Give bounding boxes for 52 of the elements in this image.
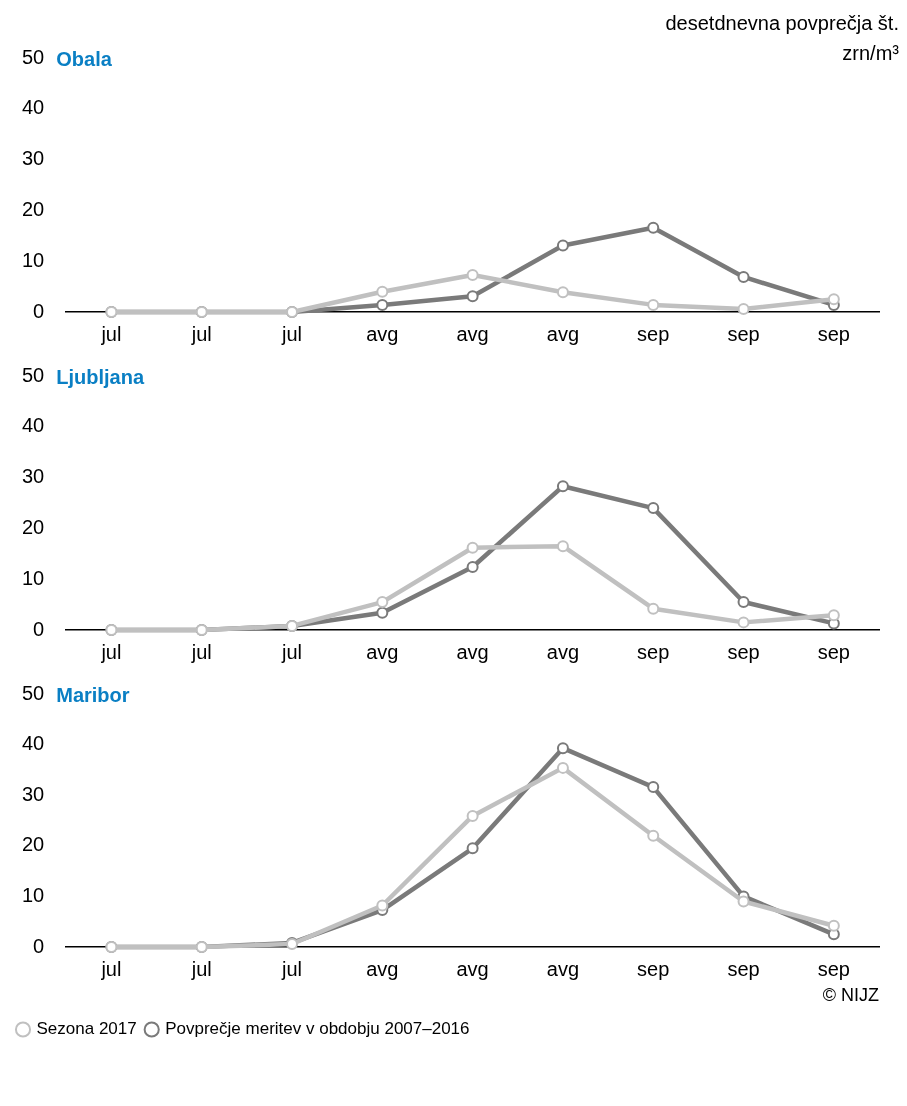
y-tick-label: 30 [22, 147, 45, 170]
y-tick-label: 0 [33, 934, 45, 957]
x-tick-label: jul [100, 322, 122, 345]
x-tick-label: avg [546, 322, 580, 345]
x-tick-label: jul [190, 322, 212, 345]
x-tick-label: avg [366, 322, 399, 345]
y-tick-label: 50 [22, 45, 45, 68]
x-tick-label: avg [546, 957, 580, 980]
y-axis-title: desetdnevna povprečja št. zrn/m³ [664, 11, 899, 66]
x-tick-label: avg [366, 957, 399, 980]
x-tick-label: avg [546, 640, 580, 663]
x-tick-label: sep [817, 957, 850, 980]
x-tick-label: sep [637, 322, 670, 345]
x-tick-label: sep [817, 640, 850, 663]
y-tick-label: 20 [22, 197, 45, 220]
y-tick-label: 50 [22, 363, 45, 386]
y-tick-label: 40 [22, 414, 45, 437]
x-tick-label: jul [190, 640, 212, 663]
y-tick-label: 20 [22, 515, 45, 538]
x-tick-label: jul [100, 640, 122, 663]
chart-title: Maribor [56, 683, 130, 706]
y-tick-label: 10 [22, 248, 45, 271]
y-tick-label: 50 [22, 681, 45, 704]
legend-label: Povprečje meritev v obdobju 2007–2016 [165, 1019, 470, 1039]
x-tick-label: sep [817, 322, 850, 345]
x-tick-label: avg [456, 322, 489, 345]
x-tick-label: sep [727, 322, 760, 345]
x-tick-label: sep [637, 957, 670, 980]
legend-label: Sezona 2017 [36, 1019, 137, 1039]
chart-title: Obala [56, 47, 113, 70]
y-tick-label: 0 [33, 617, 45, 640]
y-tick-label: 40 [22, 96, 45, 119]
text: © NIJZ [822, 984, 879, 1005]
y-tick-label: 20 [22, 833, 45, 856]
x-tick-label: jul [281, 322, 303, 345]
x-tick-label: sep [727, 957, 760, 980]
x-tick-label: avg [366, 640, 399, 663]
y-tick-label: 10 [22, 883, 45, 906]
x-tick-label: sep [637, 640, 670, 663]
x-tick-label: jul [100, 957, 122, 980]
x-tick-label: sep [727, 640, 760, 663]
y-tick-label: 30 [22, 782, 45, 805]
x-tick-label: jul [281, 957, 303, 980]
x-tick-label: avg [456, 957, 489, 980]
y-tick-label: 0 [33, 299, 45, 322]
x-tick-label: avg [456, 640, 489, 663]
y-tick-label: 40 [22, 732, 45, 755]
x-tick-label: jul [281, 640, 303, 663]
y-tick-label: 30 [22, 465, 45, 488]
x-tick-label: jul [190, 957, 212, 980]
y-tick-label: 10 [22, 566, 45, 589]
chart-title: Ljubljana [56, 365, 145, 388]
